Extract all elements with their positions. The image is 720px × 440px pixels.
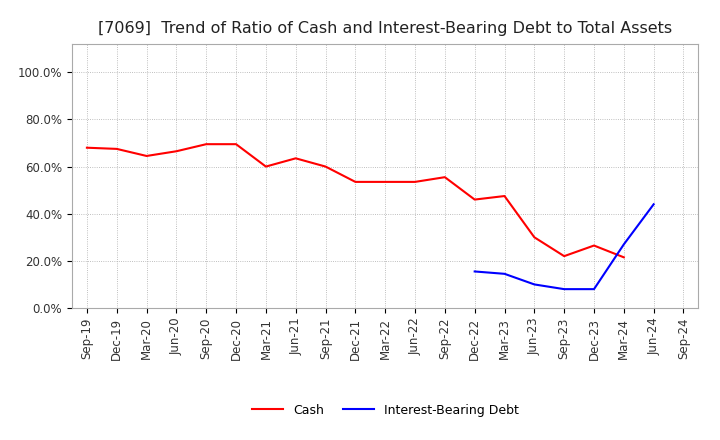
Cash (292, 156, 300, 161)
Cash (261, 164, 270, 169)
Cash (83, 145, 91, 150)
Interest-Bearing Debt (649, 202, 658, 207)
Interest-Bearing Debt (530, 282, 539, 287)
Line: Cash: Cash (87, 144, 624, 257)
Cash (470, 197, 479, 202)
Cash (351, 179, 360, 184)
Cash (590, 243, 598, 248)
Cash (321, 164, 330, 169)
Cash (560, 253, 569, 259)
Cash (530, 235, 539, 240)
Cash (232, 142, 240, 147)
Cash (410, 179, 419, 184)
Cash (202, 142, 210, 147)
Cash (500, 194, 509, 199)
Cash (441, 175, 449, 180)
Interest-Bearing Debt (590, 286, 598, 292)
Interest-Bearing Debt (500, 271, 509, 276)
Cash (381, 179, 390, 184)
Interest-Bearing Debt (619, 242, 628, 247)
Interest-Bearing Debt (470, 269, 479, 274)
Cash (112, 146, 121, 151)
Title: [7069]  Trend of Ratio of Cash and Interest-Bearing Debt to Total Assets: [7069] Trend of Ratio of Cash and Intere… (98, 21, 672, 36)
Cash (143, 153, 151, 158)
Cash (619, 255, 628, 260)
Cash (172, 149, 181, 154)
Legend: Cash, Interest-Bearing Debt: Cash, Interest-Bearing Debt (247, 399, 523, 422)
Interest-Bearing Debt (560, 286, 569, 292)
Line: Interest-Bearing Debt: Interest-Bearing Debt (474, 204, 654, 289)
